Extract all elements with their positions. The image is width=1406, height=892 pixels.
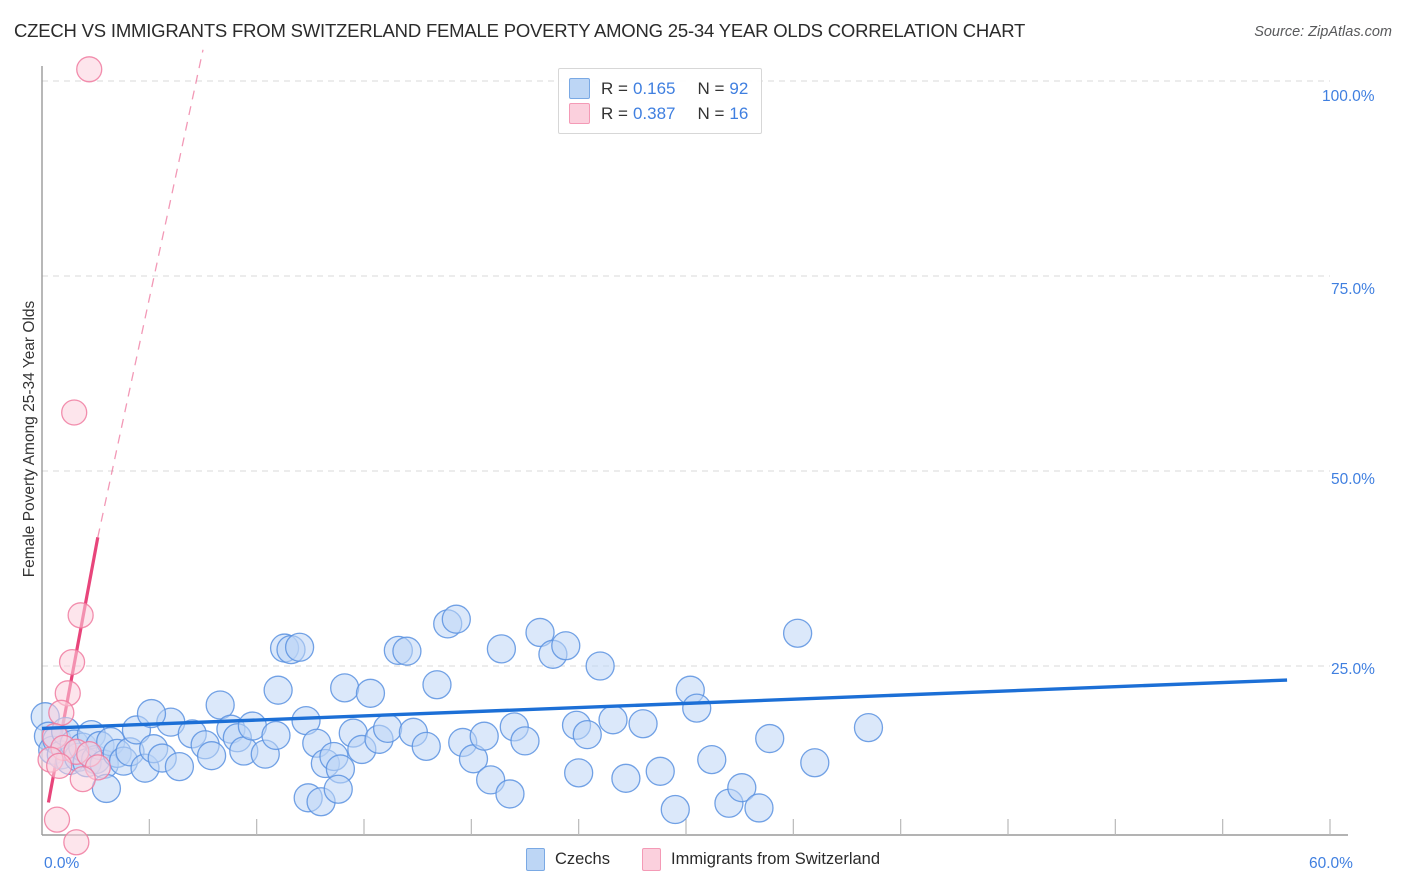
data-point-czechs: [800, 748, 830, 778]
trendline-immigrants-extension: [97, 49, 204, 538]
data-point-czechs: [755, 723, 785, 754]
data-point-immigrants: [58, 648, 86, 676]
data-point-czechs: [853, 712, 884, 743]
data-point-immigrants: [63, 829, 90, 856]
legend-r-value-immigrants: 0.387: [632, 103, 676, 123]
data-point-czechs: [284, 632, 315, 662]
data-point-czechs: [136, 698, 167, 729]
legend-r-label-czechs: R =: [601, 78, 628, 98]
data-point-czechs: [323, 774, 353, 804]
data-point-czechs: [261, 720, 291, 751]
series-label-czechs: Czechs: [554, 850, 610, 868]
trendline-czechs: [41, 678, 1288, 731]
data-point-czechs: [564, 758, 594, 788]
series-swatch-immigrants: [641, 848, 661, 871]
data-point-czechs: [660, 794, 690, 825]
y-tick-label-50: 50.0%: [1331, 471, 1375, 488]
series-label-immigrants: Immigrants from Switzerland: [670, 850, 881, 868]
data-point-czechs: [495, 779, 525, 809]
data-point-czechs: [164, 751, 195, 782]
data-point-czechs: [486, 634, 517, 664]
data-point-czechs: [727, 773, 757, 803]
data-point-czechs: [411, 731, 441, 761]
legend-row-czechs: R = 0.165 N = 92: [569, 76, 748, 101]
legend-r-label-immigrants: R =: [601, 103, 628, 123]
data-point-czechs: [469, 721, 499, 751]
data-point-czechs: [782, 618, 813, 648]
data-point-czechs: [525, 617, 555, 648]
data-point-czechs: [441, 604, 471, 634]
correlation-legend: R = 0.165 N = 92 R = 0.387 N = 16: [558, 68, 763, 134]
data-point-czechs: [572, 719, 602, 750]
legend-n-value-immigrants: 16: [729, 103, 749, 123]
data-point-czechs: [744, 793, 774, 823]
data-point-czechs: [697, 744, 727, 775]
y-tick-label-25: 25.0%: [1331, 661, 1375, 678]
page-title: CZECH VS IMMIGRANTS FROM SWITZERLAND FEM…: [14, 20, 1026, 41]
data-point-immigrants: [43, 806, 71, 833]
data-point-czechs: [372, 713, 403, 744]
legend-swatch-immigrants: [569, 103, 590, 124]
data-point-czechs: [682, 693, 712, 723]
legend-r-value-czechs: 0.165: [632, 78, 676, 98]
data-point-immigrants: [61, 399, 88, 426]
data-point-czechs: [598, 705, 628, 735]
x-tick-label-min: 0.0%: [44, 855, 80, 872]
series-swatch-czechs: [525, 848, 545, 871]
legend-swatch-czechs: [569, 78, 590, 99]
legend-n-label-immigrants: N =: [697, 103, 725, 123]
data-point-czechs: [355, 678, 386, 708]
source-attribution: Source: ZipAtlas.com: [1254, 24, 1392, 40]
data-point-immigrants: [46, 752, 73, 779]
y-tick-label-75: 75.0%: [1331, 281, 1375, 298]
legend-n-value-czechs: 92: [729, 78, 749, 98]
data-point-czechs: [628, 709, 658, 739]
data-point-immigrants: [67, 602, 94, 629]
data-point-immigrants: [48, 699, 75, 726]
data-point-czechs: [585, 651, 615, 681]
data-point-czechs: [510, 726, 540, 756]
data-point-czechs: [392, 636, 422, 666]
data-point-czechs: [196, 741, 227, 771]
y-tick-label-100: 100.0%: [1322, 88, 1375, 105]
series-legend: Czechs Immigrants from Switzerland: [0, 848, 1406, 871]
data-point-czechs: [263, 675, 293, 705]
data-point-czechs: [205, 690, 235, 720]
legend-row-immigrants: R = 0.387 N = 16: [569, 101, 748, 126]
data-point-czechs: [645, 756, 675, 786]
data-point-czechs: [611, 763, 641, 793]
series-legend-item-czechs[interactable]: Czechs: [525, 848, 610, 871]
data-point-immigrants: [69, 765, 96, 793]
data-point-czechs: [422, 670, 452, 700]
x-tick-label-max: 60.0%: [1309, 855, 1353, 872]
data-point-immigrants: [76, 56, 103, 83]
legend-n-label-czechs: N =: [697, 78, 725, 98]
series-legend-item-immigrants[interactable]: Immigrants from Switzerland: [641, 848, 881, 871]
data-point-czechs: [551, 631, 581, 661]
data-point-czechs: [330, 673, 360, 703]
